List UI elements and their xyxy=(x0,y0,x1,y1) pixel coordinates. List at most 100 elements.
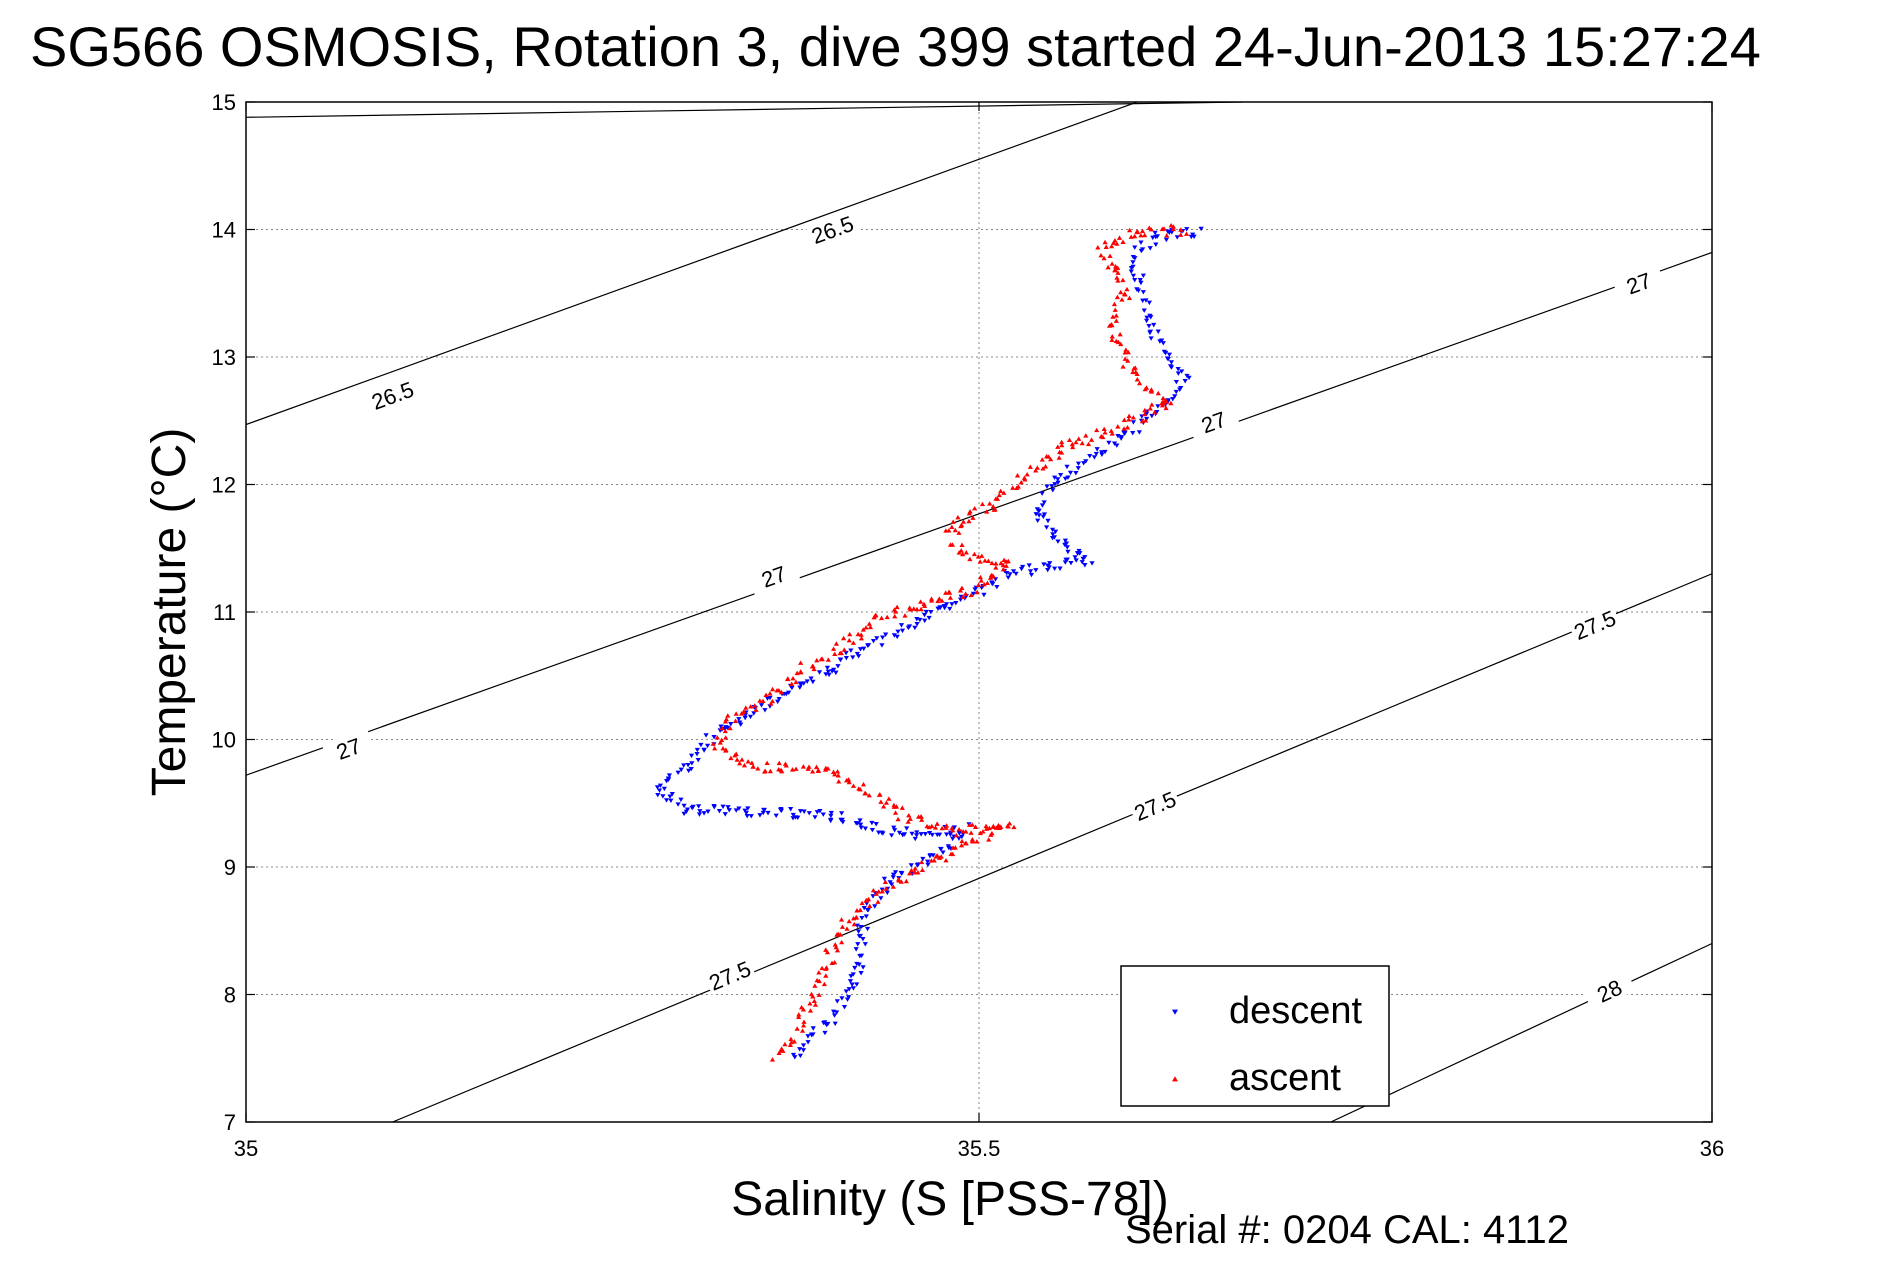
ascent-point xyxy=(1024,471,1030,477)
descent-point xyxy=(1175,366,1181,372)
ascent-point xyxy=(838,917,845,922)
descent-point xyxy=(1058,472,1064,478)
ascent-point xyxy=(933,854,939,859)
descent-point xyxy=(869,827,876,833)
descent-point xyxy=(720,804,726,809)
descent-point xyxy=(940,850,946,855)
ascent-point xyxy=(946,589,952,594)
ascent-point xyxy=(800,1007,807,1012)
ascent-point xyxy=(892,613,898,619)
descent-point xyxy=(856,654,862,659)
ascent-point xyxy=(798,660,804,665)
descent-point xyxy=(1089,561,1095,566)
ascent-point xyxy=(819,965,825,971)
ascent-point xyxy=(813,764,820,770)
ascent-point xyxy=(879,889,885,894)
ascent-point xyxy=(834,932,840,937)
descent-point xyxy=(928,609,934,615)
descent-point xyxy=(1087,453,1093,459)
ascent-point xyxy=(995,822,1002,828)
descent-point xyxy=(1152,230,1158,236)
ascent-point xyxy=(1148,227,1154,232)
descent-point xyxy=(837,657,844,663)
descent-point xyxy=(854,651,860,657)
descent-point xyxy=(786,690,792,696)
descent-point xyxy=(1062,538,1068,544)
descent-point xyxy=(764,696,771,701)
descent-point xyxy=(1137,278,1143,283)
descent-point xyxy=(1027,569,1034,574)
descent-point xyxy=(850,655,856,660)
ascent-point xyxy=(918,814,924,819)
ascent-point xyxy=(1001,557,1007,563)
axis-ticks: 7 8 9 10 11 12 13 14 15 35 35.5 36 xyxy=(212,90,1725,1161)
descent-point xyxy=(1010,569,1017,574)
descent-point xyxy=(758,703,765,708)
ascent-point xyxy=(763,692,769,698)
descent-point xyxy=(1065,549,1071,555)
descent-point xyxy=(929,832,935,838)
ascent-point xyxy=(950,519,956,524)
ascent-point xyxy=(1059,442,1065,448)
ascent-point xyxy=(950,827,956,833)
descent-point xyxy=(927,831,933,836)
descent-point xyxy=(1047,561,1053,566)
ascent-point xyxy=(833,641,839,646)
y-tick-label: 10 xyxy=(212,728,236,753)
ascent-point xyxy=(1147,406,1153,411)
descent-point xyxy=(801,681,807,686)
ascent-point xyxy=(1155,390,1161,396)
descent-point xyxy=(848,648,854,653)
descent-point xyxy=(856,962,862,967)
descent-point xyxy=(1013,571,1019,577)
data-points xyxy=(654,222,1204,1062)
ascent-series xyxy=(710,222,1190,1062)
descent-point xyxy=(742,808,748,814)
descent-point xyxy=(857,818,863,823)
descent-point xyxy=(663,798,670,803)
ascent-point xyxy=(832,771,838,777)
y-tick-label: 9 xyxy=(224,855,236,880)
ascent-point xyxy=(893,804,900,809)
descent-point xyxy=(1165,398,1171,403)
descent-point xyxy=(934,832,940,838)
descent-point xyxy=(689,805,695,811)
ascent-point xyxy=(877,792,883,797)
ascent-point xyxy=(789,681,795,686)
descent-point xyxy=(1076,548,1082,554)
ascent-point xyxy=(1109,334,1115,339)
ascent-point xyxy=(1010,485,1016,490)
descent-point xyxy=(1052,475,1058,480)
ascent-point xyxy=(1132,233,1138,239)
descent-point xyxy=(858,924,864,930)
ascent-point xyxy=(907,816,913,821)
descent-point xyxy=(736,717,742,722)
descent-point xyxy=(797,685,803,690)
ascent-point xyxy=(958,548,964,553)
descent-point xyxy=(895,629,901,634)
ascent-point xyxy=(936,855,943,860)
density-contour-line xyxy=(246,251,1712,776)
descent-point xyxy=(828,813,834,819)
ascent-point xyxy=(1112,307,1118,312)
ascent-point xyxy=(811,666,817,672)
ascent-point xyxy=(814,657,820,663)
ascent-point xyxy=(882,879,889,884)
ascent-point xyxy=(908,867,915,873)
ascent-point xyxy=(793,679,799,685)
ascent-point xyxy=(858,635,865,641)
descent-point xyxy=(869,820,875,826)
legend-box xyxy=(1120,965,1390,1107)
descent-point xyxy=(1036,508,1042,514)
ascent-point xyxy=(839,939,845,945)
ascent-point xyxy=(846,779,852,785)
descent-point xyxy=(899,628,906,634)
ascent-point xyxy=(812,983,818,988)
descent-point xyxy=(1082,555,1088,560)
descent-point xyxy=(832,1021,838,1027)
y-tick-label: 7 xyxy=(224,1110,236,1135)
descent-point xyxy=(1138,240,1144,245)
ascent-point xyxy=(959,838,965,844)
descent-point xyxy=(892,870,899,875)
descent-point xyxy=(810,679,816,685)
